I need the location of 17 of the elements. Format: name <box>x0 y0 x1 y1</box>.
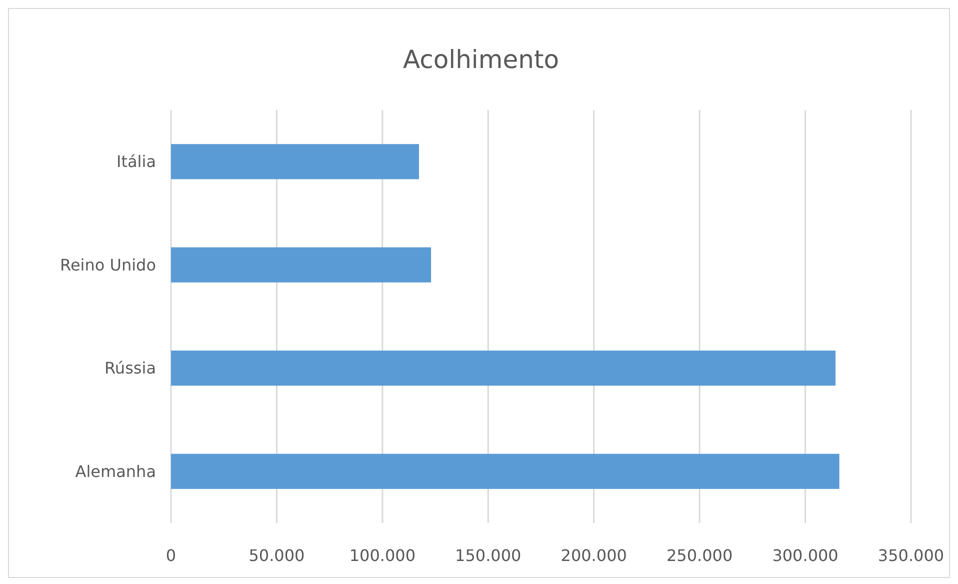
bar <box>171 144 420 180</box>
y-tick-label: Rússia <box>104 358 156 378</box>
x-tick-label: 350.000 <box>878 546 944 565</box>
x-tick-label: 250.000 <box>666 546 733 565</box>
x-tick-label: 0 <box>166 546 176 565</box>
chart-title: Acolhimento <box>402 45 560 74</box>
x-tick-label: 50.000 <box>248 546 305 565</box>
x-tick-label: 150.000 <box>455 546 522 565</box>
x-tick-label: 300.000 <box>772 546 838 565</box>
x-tick-label: 100.000 <box>349 546 416 565</box>
x-tick-label: 200.000 <box>560 546 627 565</box>
y-tick-label: Alemanha <box>75 462 156 481</box>
y-tick-label: Itália <box>116 152 156 172</box>
bar <box>171 454 840 489</box>
y-tick-label: Reino Unido <box>60 255 156 274</box>
bar <box>171 247 432 282</box>
bar <box>171 350 836 386</box>
